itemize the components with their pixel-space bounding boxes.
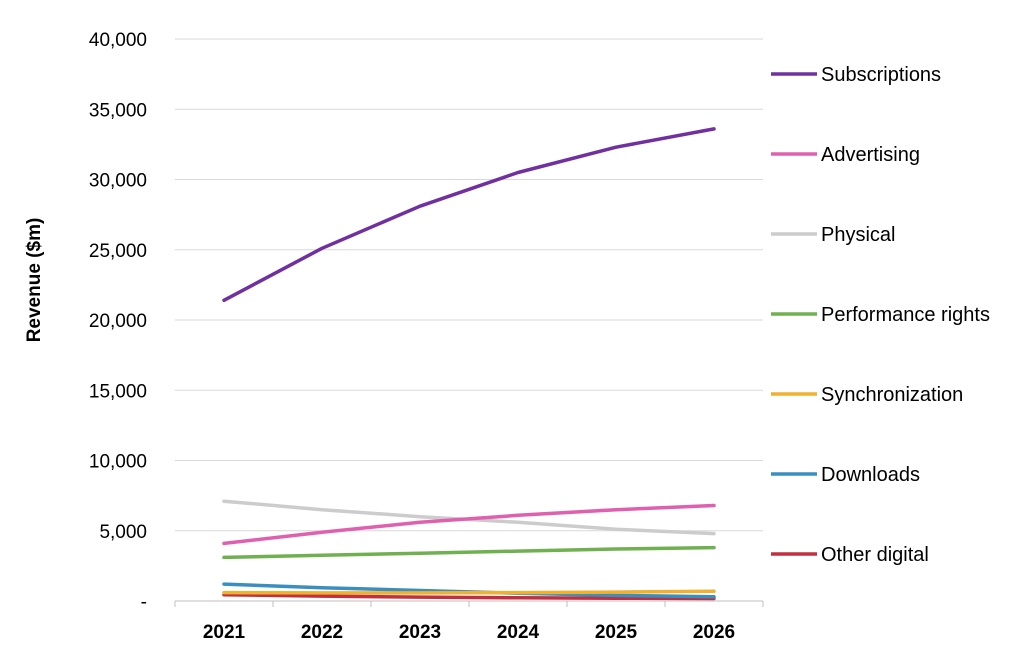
legend-label: Physical <box>821 224 895 246</box>
y-tick-label: 15,000 <box>89 381 147 402</box>
x-tick-label: 2025 <box>595 622 638 643</box>
y-tick-label: 25,000 <box>89 241 147 262</box>
x-tick-label: 2022 <box>301 622 343 643</box>
y-axis-label: Revenue ($m) <box>24 218 45 343</box>
y-tick-labels: - 5,000 10,000 15,000 20,000 25,000 30,000 35,0… <box>89 30 147 613</box>
y-tick-label: 35,000 <box>89 100 147 121</box>
axes <box>174 600 764 607</box>
series-line-advertising <box>222 503 716 546</box>
legend-item-physical: Physical <box>771 224 895 246</box>
series-line-synchronization <box>222 589 716 595</box>
y-tick-label: - <box>141 592 147 613</box>
legend: Subscriptions Advertising Physical Performa… <box>771 64 990 566</box>
legend-item-advertising: Advertising <box>771 144 920 166</box>
x-tick-label: 2023 <box>399 622 441 643</box>
y-tick-label: 30,000 <box>89 171 147 192</box>
series-lines <box>222 127 716 601</box>
legend-label: Advertising <box>821 144 920 166</box>
series-line-other-digital <box>222 592 716 601</box>
legend-item-synchronization: Synchronization <box>771 384 963 406</box>
legend-item-performance-rights: Performance rights <box>771 304 990 326</box>
legend-label: Downloads <box>821 464 920 486</box>
y-gridlines <box>175 38 763 532</box>
legend-label: Performance rights <box>821 304 990 326</box>
x-tick-labels: 2021 2022 2023 2024 2025 2026 <box>203 622 735 643</box>
y-tick-label: 10,000 <box>89 452 147 473</box>
x-tick-label: 2024 <box>497 622 540 643</box>
x-tick-label: 2021 <box>203 622 246 643</box>
legend-item-other-digital: Other digital <box>771 544 929 566</box>
x-tick-label: 2026 <box>693 622 735 643</box>
legend-item-downloads: Downloads <box>771 464 920 486</box>
y-tick-label: 40,000 <box>89 30 147 51</box>
legend-label: Subscriptions <box>821 64 941 86</box>
series-line-subscriptions <box>222 127 716 303</box>
legend-label: Synchronization <box>821 384 963 406</box>
y-tick-label: 20,000 <box>89 311 147 332</box>
series-line-performance-rights <box>222 545 716 560</box>
legend-item-subscriptions: Subscriptions <box>771 64 941 86</box>
legend-label: Other digital <box>821 544 929 566</box>
y-tick-label: 5,000 <box>99 522 147 543</box>
